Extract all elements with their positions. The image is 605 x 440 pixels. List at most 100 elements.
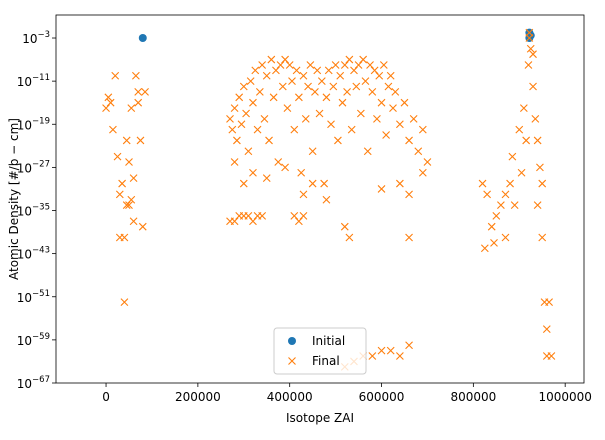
point (253, 125, 262, 134)
point (294, 93, 303, 102)
point (244, 147, 253, 156)
point (386, 346, 395, 355)
point (373, 114, 381, 123)
x-tick-label: 0 (102, 390, 110, 404)
y-tick-exponent: −3 (37, 30, 50, 40)
point (405, 341, 413, 350)
point (480, 244, 489, 253)
x-tick-label: 200000 (175, 390, 221, 404)
point (237, 120, 246, 129)
y-tick-label: 10−59 (17, 332, 50, 348)
y-tick-exponent: −27 (32, 159, 50, 169)
point (299, 190, 308, 199)
point (542, 325, 551, 333)
point (138, 34, 147, 43)
point (292, 66, 301, 75)
point (377, 185, 386, 193)
point (363, 147, 372, 156)
point (125, 201, 133, 210)
point (278, 82, 287, 91)
point (545, 298, 553, 307)
point (526, 44, 535, 53)
point (304, 82, 312, 91)
point (322, 93, 331, 102)
point (396, 120, 404, 129)
point (290, 125, 299, 134)
point (102, 104, 110, 112)
y-tick-label: 10−51 (17, 289, 50, 305)
point (297, 168, 306, 177)
point (299, 212, 308, 220)
point (113, 152, 122, 161)
point (251, 66, 260, 75)
point (340, 222, 349, 231)
point (331, 61, 340, 69)
point (379, 61, 388, 69)
point (115, 233, 124, 242)
y-tick-base: 10 (17, 118, 32, 132)
point (129, 174, 138, 183)
y-tick-base: 10 (17, 334, 32, 348)
point (517, 168, 526, 177)
x-axis-label: Isotope ZAI (286, 411, 354, 425)
point (414, 147, 423, 156)
legend-box (273, 327, 367, 375)
x-tick-label: 800000 (450, 390, 496, 404)
y-tick-base: 10 (22, 32, 37, 46)
point (423, 158, 432, 166)
point (382, 131, 391, 139)
point (542, 352, 551, 360)
point (255, 88, 264, 96)
point (418, 168, 427, 177)
point (366, 61, 374, 69)
point (492, 212, 501, 220)
point (258, 61, 267, 69)
point (356, 109, 365, 118)
point (109, 125, 117, 134)
point (233, 136, 241, 145)
point (405, 233, 413, 242)
point (115, 190, 124, 199)
point (336, 71, 345, 80)
point (405, 190, 413, 199)
point (497, 201, 505, 210)
point (377, 346, 386, 355)
point (368, 352, 377, 360)
legend-label: Final (312, 354, 340, 368)
point (276, 61, 285, 69)
point (345, 55, 354, 64)
y-tick-label: 10−35 (17, 203, 50, 219)
point (525, 28, 534, 37)
point (368, 88, 377, 96)
point (354, 61, 363, 69)
point (122, 201, 131, 210)
y-tick-base: 10 (17, 161, 32, 175)
point (418, 125, 427, 134)
point (267, 55, 276, 64)
point (244, 212, 253, 220)
point (536, 163, 544, 172)
point (347, 125, 356, 134)
point (391, 88, 400, 96)
point (230, 104, 239, 112)
point (396, 352, 404, 360)
point (239, 82, 248, 91)
x-tick-label: 400000 (267, 390, 313, 404)
point (343, 88, 351, 96)
point (262, 174, 271, 183)
point (361, 77, 370, 86)
point (127, 104, 136, 112)
point (531, 114, 540, 123)
y-axis-label: Atomic Density [#/b − cm] (7, 118, 21, 280)
point (226, 114, 234, 123)
point (409, 114, 418, 123)
point (377, 98, 386, 107)
point (322, 195, 331, 204)
point (524, 61, 533, 69)
point (375, 71, 384, 80)
point (106, 98, 115, 107)
point (127, 195, 136, 204)
point (317, 77, 326, 86)
y-tick-exponent: −51 (32, 289, 50, 299)
